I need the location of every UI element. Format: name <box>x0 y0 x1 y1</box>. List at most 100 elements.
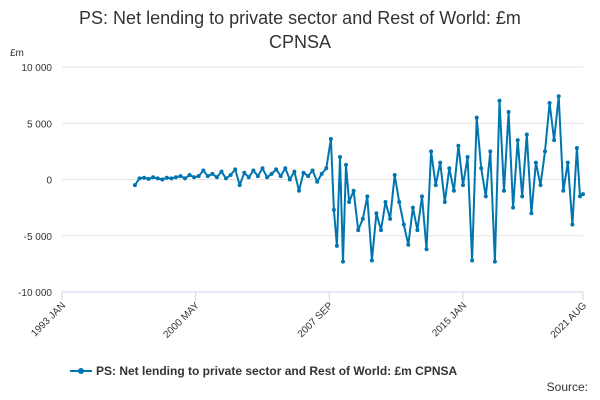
data-point <box>397 200 402 204</box>
data-point <box>164 175 169 180</box>
data-point <box>483 194 488 199</box>
data-point <box>142 175 146 180</box>
data-point <box>292 169 297 174</box>
data-point <box>502 188 506 193</box>
data-point <box>331 207 336 212</box>
data-point <box>210 171 215 176</box>
data-point <box>447 166 452 171</box>
data-point <box>255 174 260 179</box>
data-point <box>565 160 570 165</box>
data-point <box>310 168 315 173</box>
data-point <box>451 188 456 193</box>
data-point <box>146 176 151 181</box>
data-point <box>456 143 461 148</box>
data-point <box>379 228 383 233</box>
y-tick-label: 0 <box>46 176 52 187</box>
legend-line-marker-icon <box>70 366 92 376</box>
data-point <box>178 174 183 179</box>
y-tick-label: -5 000 <box>24 232 53 243</box>
data-point <box>237 183 242 188</box>
data-point <box>344 162 348 167</box>
data-point <box>479 166 484 171</box>
data-point <box>529 211 534 216</box>
data-point <box>274 167 279 172</box>
data-point <box>192 175 197 180</box>
data-point <box>369 258 374 263</box>
x-tick-label: 1993 JAN <box>29 300 68 339</box>
chart-legend[interactable]: PS: Net lending to private sector and Re… <box>70 364 530 378</box>
data-point <box>392 173 397 177</box>
data-point <box>338 155 342 159</box>
data-point <box>297 188 301 193</box>
data-point <box>160 177 165 182</box>
data-point <box>269 171 274 176</box>
data-point <box>581 192 585 197</box>
data-point <box>524 132 529 137</box>
data-point <box>324 166 329 171</box>
data-point <box>415 228 420 233</box>
data-point <box>246 175 251 180</box>
x-tick-label: 2021 AUG <box>549 300 590 341</box>
data-point <box>574 146 579 150</box>
data-point <box>169 176 174 181</box>
data-point <box>306 174 311 179</box>
data-point <box>461 183 465 188</box>
data-point <box>433 183 438 188</box>
data-point <box>552 138 557 143</box>
data-point <box>319 171 324 176</box>
data-point <box>406 242 411 247</box>
data-point <box>265 175 270 180</box>
y-tick-label: 10 000 <box>21 63 52 74</box>
chart-title: PS: Net lending to private sector and Re… <box>0 6 600 54</box>
data-point <box>155 176 160 181</box>
data-point <box>470 258 475 263</box>
data-point <box>224 176 228 181</box>
data-point <box>547 101 552 105</box>
x-tick-label: 2000 MAY <box>162 300 203 341</box>
data-point <box>137 176 142 181</box>
data-point <box>511 205 516 210</box>
data-point <box>520 194 525 199</box>
data-point <box>533 160 538 165</box>
data-point <box>301 170 306 175</box>
data-point <box>388 216 393 221</box>
data-point <box>474 115 479 120</box>
data-point <box>242 170 247 175</box>
data-point <box>506 110 511 114</box>
data-point <box>183 176 187 181</box>
data-point <box>351 188 356 193</box>
data-point <box>356 228 361 233</box>
data-point <box>492 259 497 264</box>
data-point <box>556 94 561 99</box>
data-point <box>251 168 256 173</box>
data-point <box>132 183 137 188</box>
data-point <box>365 194 370 199</box>
data-point <box>187 173 192 177</box>
data-point <box>260 166 265 171</box>
data-point <box>374 211 379 216</box>
data-point <box>201 168 206 173</box>
data-point <box>538 183 543 188</box>
data-point <box>420 194 424 199</box>
data-point <box>488 149 493 154</box>
data-point <box>219 169 224 174</box>
data-point <box>515 138 520 143</box>
data-point <box>561 188 566 193</box>
data-point <box>287 177 292 182</box>
series-line <box>134 95 584 263</box>
data-point <box>543 149 547 154</box>
data-point <box>429 149 434 154</box>
data-point <box>570 222 575 227</box>
data-point <box>347 200 352 204</box>
chart-title-line-1: PS: Net lending to private sector and Re… <box>79 8 521 28</box>
chart-title-line-2: CPNSA <box>268 32 331 52</box>
data-point <box>578 194 582 199</box>
data-point <box>328 137 333 141</box>
data-point <box>341 259 345 264</box>
legend-series-label: PS: Net lending to private sector and Re… <box>96 364 458 378</box>
data-point <box>228 173 233 177</box>
data-point <box>205 174 210 179</box>
data-point <box>424 247 429 252</box>
data-point <box>233 167 238 172</box>
